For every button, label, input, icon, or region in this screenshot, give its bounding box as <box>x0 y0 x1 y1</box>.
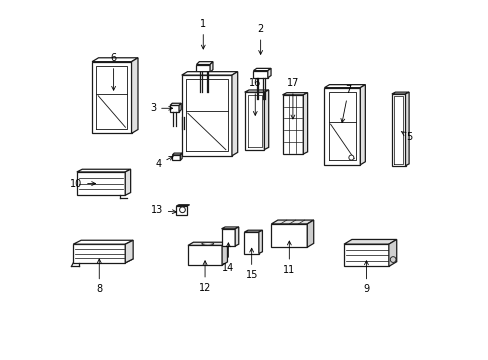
Polygon shape <box>196 62 212 64</box>
Text: 4: 4 <box>155 157 173 169</box>
Polygon shape <box>264 90 268 149</box>
Polygon shape <box>244 90 268 92</box>
Polygon shape <box>267 68 270 78</box>
Text: 8: 8 <box>96 259 102 294</box>
Text: 15: 15 <box>245 248 257 280</box>
Text: 10: 10 <box>70 179 95 189</box>
Text: 16: 16 <box>248 78 261 115</box>
Polygon shape <box>73 259 133 263</box>
Text: 1: 1 <box>200 19 206 49</box>
Text: 11: 11 <box>283 241 295 275</box>
Polygon shape <box>235 227 238 246</box>
Polygon shape <box>391 94 405 166</box>
Polygon shape <box>180 153 182 160</box>
Polygon shape <box>182 72 237 75</box>
Polygon shape <box>244 230 262 232</box>
Text: 2: 2 <box>257 24 263 54</box>
Polygon shape <box>222 242 227 265</box>
Text: 6: 6 <box>110 53 117 90</box>
Polygon shape <box>324 87 360 165</box>
Polygon shape <box>405 92 408 166</box>
Polygon shape <box>244 92 264 149</box>
Polygon shape <box>73 244 125 263</box>
Polygon shape <box>179 103 181 112</box>
Text: 9: 9 <box>363 261 369 294</box>
Polygon shape <box>271 220 313 224</box>
Polygon shape <box>231 72 237 156</box>
Polygon shape <box>306 220 313 247</box>
Polygon shape <box>221 229 235 246</box>
Polygon shape <box>125 240 133 263</box>
Text: 13: 13 <box>150 206 176 216</box>
Polygon shape <box>271 224 306 247</box>
Polygon shape <box>253 68 270 71</box>
Polygon shape <box>360 85 365 165</box>
Polygon shape <box>344 244 388 266</box>
Polygon shape <box>77 169 130 172</box>
Text: 17: 17 <box>286 78 299 119</box>
Polygon shape <box>303 93 307 154</box>
Polygon shape <box>282 95 303 154</box>
Polygon shape <box>125 169 130 195</box>
Polygon shape <box>210 62 212 72</box>
Polygon shape <box>258 230 262 253</box>
Polygon shape <box>253 71 267 78</box>
Polygon shape <box>388 239 396 266</box>
Text: 12: 12 <box>199 261 211 293</box>
Polygon shape <box>92 62 131 134</box>
Polygon shape <box>182 75 231 156</box>
Polygon shape <box>391 92 408 94</box>
Polygon shape <box>170 103 181 105</box>
Polygon shape <box>176 206 187 215</box>
Polygon shape <box>172 155 180 160</box>
Text: 14: 14 <box>222 243 234 273</box>
Circle shape <box>348 155 353 160</box>
Polygon shape <box>73 240 133 244</box>
Polygon shape <box>221 227 238 229</box>
Circle shape <box>179 207 185 213</box>
Text: 5: 5 <box>401 131 412 142</box>
Polygon shape <box>187 242 227 246</box>
Polygon shape <box>131 58 138 134</box>
Text: 7: 7 <box>340 85 351 122</box>
Polygon shape <box>176 205 189 206</box>
Polygon shape <box>77 172 125 195</box>
Text: 3: 3 <box>150 103 172 113</box>
Circle shape <box>389 257 395 262</box>
Polygon shape <box>244 232 258 253</box>
Polygon shape <box>172 153 182 155</box>
Polygon shape <box>324 85 365 87</box>
Polygon shape <box>196 64 210 72</box>
Polygon shape <box>282 93 307 95</box>
Polygon shape <box>344 239 396 244</box>
Polygon shape <box>92 58 138 62</box>
Polygon shape <box>170 105 179 112</box>
Ellipse shape <box>202 243 213 245</box>
Polygon shape <box>187 246 222 265</box>
